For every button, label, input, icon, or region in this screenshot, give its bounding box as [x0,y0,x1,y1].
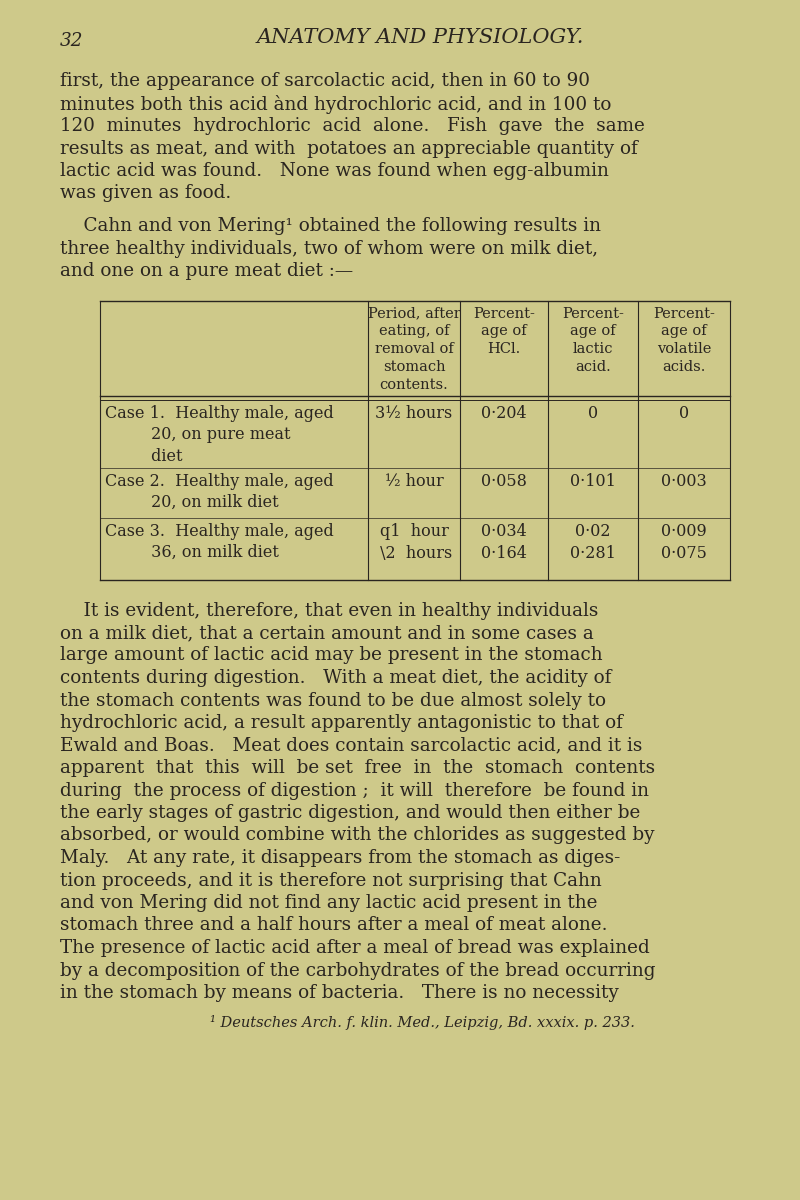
Text: 0·204: 0·204 [481,404,527,421]
Text: hydrochloric acid, a result apparently antagonistic to that of: hydrochloric acid, a result apparently a… [60,714,623,732]
Text: absorbed, or would combine with the chlorides as suggested by: absorbed, or would combine with the chlo… [60,827,654,845]
Text: Percent-
age of
lactic
acid.: Percent- age of lactic acid. [562,306,624,374]
Text: in the stomach by means of bacteria.   There is no necessity: in the stomach by means of bacteria. The… [60,984,618,1002]
Text: 0·003: 0·003 [661,473,707,490]
Text: tion proceeds, and it is therefore not surprising that Cahn: tion proceeds, and it is therefore not s… [60,871,602,889]
Text: apparent  that  this  will  be set  free  in  the  stomach  contents: apparent that this will be set free in t… [60,758,655,778]
Text: The presence of lactic acid after a meal of bread was explained: The presence of lactic acid after a meal… [60,938,650,958]
Text: 0·02
0·281: 0·02 0·281 [570,522,616,563]
Text: stomach three and a half hours after a meal of meat alone.: stomach three and a half hours after a m… [60,917,607,935]
Text: during  the process of digestion ;  it will  therefore  be found in: during the process of digestion ; it wil… [60,781,649,799]
Text: Ewald and Boas.   Meat does contain sarcolactic acid, and it is: Ewald and Boas. Meat does contain sarcol… [60,737,642,755]
Text: was given as food.: was given as food. [60,185,231,203]
Text: results as meat, and with  potatoes an appreciable quantity of: results as meat, and with potatoes an ap… [60,139,638,157]
Text: q1  hour
 \2  hours: q1 hour \2 hours [375,522,453,563]
Text: Maly.   At any rate, it disappears from the stomach as diges-: Maly. At any rate, it disappears from th… [60,850,620,866]
Text: large amount of lactic acid may be present in the stomach: large amount of lactic acid may be prese… [60,647,602,665]
Text: on a milk diet, that a certain amount and in some cases a: on a milk diet, that a certain amount an… [60,624,594,642]
Text: It is evident, therefore, that even in healthy individuals: It is evident, therefore, that even in h… [60,601,598,619]
Text: Cahn and von Mering¹ obtained the following results in: Cahn and von Mering¹ obtained the follow… [60,217,601,235]
Text: ANATOMY AND PHYSIOLOGY.: ANATOMY AND PHYSIOLOGY. [256,28,584,47]
Text: ½ hour: ½ hour [385,473,443,490]
Text: 0·058: 0·058 [481,473,527,490]
Text: 0·009
0·075: 0·009 0·075 [661,522,707,563]
Text: Period, after
eating, of
removal of
stomach
contents.: Period, after eating, of removal of stom… [368,306,460,392]
Text: 0·101: 0·101 [570,473,616,490]
Text: 0: 0 [588,404,598,421]
Text: first, the appearance of sarcolactic acid, then in 60 to 90: first, the appearance of sarcolactic aci… [60,72,590,90]
Text: 0·034
0·164: 0·034 0·164 [481,522,527,563]
Text: ¹ Deutsches Arch. f. klin. Med., Leipzig, Bd. xxxix. p. 233.: ¹ Deutsches Arch. f. klin. Med., Leipzig… [210,1014,635,1030]
Text: by a decomposition of the carbohydrates of the bread occurring: by a decomposition of the carbohydrates … [60,961,655,979]
Text: three healthy individuals, two of whom were on milk diet,: three healthy individuals, two of whom w… [60,240,598,258]
Text: 120  minutes  hydrochloric  acid  alone.   Fish  gave  the  same: 120 minutes hydrochloric acid alone. Fis… [60,116,645,134]
Text: Case 3.  Healthy male, aged
         36, on milk diet: Case 3. Healthy male, aged 36, on milk d… [105,522,334,562]
Text: and von Mering did not find any lactic acid present in the: and von Mering did not find any lactic a… [60,894,598,912]
Text: 32: 32 [60,32,83,50]
Text: 3½ hours: 3½ hours [375,404,453,421]
Text: Case 2.  Healthy male, aged
         20, on milk diet: Case 2. Healthy male, aged 20, on milk d… [105,473,334,511]
Text: Case 1.  Healthy male, aged
         20, on pure meat
         diet: Case 1. Healthy male, aged 20, on pure m… [105,404,334,464]
Text: the early stages of gastric digestion, and would then either be: the early stages of gastric digestion, a… [60,804,640,822]
Text: Percent-
age of
volatile
acids.: Percent- age of volatile acids. [653,306,715,374]
Text: minutes both this acid ànd hydrochloric acid, and in 100 to: minutes both this acid ànd hydrochloric … [60,95,611,114]
Text: the stomach contents was found to be due almost solely to: the stomach contents was found to be due… [60,691,606,709]
Text: 0: 0 [679,404,689,421]
Text: Percent-
age of
HCl.: Percent- age of HCl. [473,306,535,356]
Text: lactic acid was found.   None was found when egg-albumin: lactic acid was found. None was found wh… [60,162,609,180]
Text: contents during digestion.   With a meat diet, the acidity of: contents during digestion. With a meat d… [60,670,611,686]
Text: and one on a pure meat diet :—: and one on a pure meat diet :— [60,262,353,280]
